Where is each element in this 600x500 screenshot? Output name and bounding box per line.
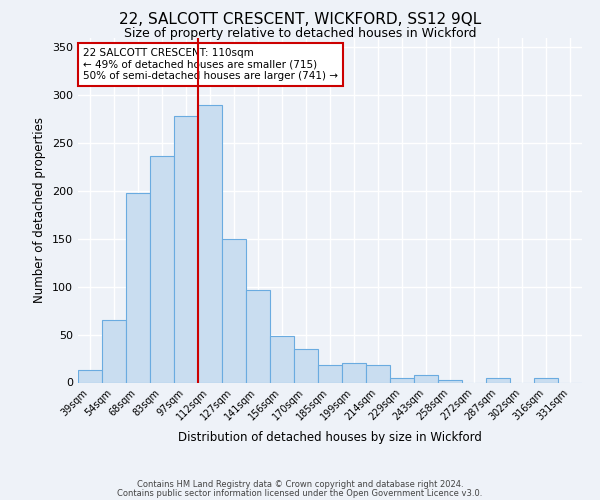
Bar <box>294 349 318 382</box>
Y-axis label: Number of detached properties: Number of detached properties <box>34 117 46 303</box>
Bar <box>270 336 294 382</box>
Text: 22, SALCOTT CRESCENT, WICKFORD, SS12 9QL: 22, SALCOTT CRESCENT, WICKFORD, SS12 9QL <box>119 12 481 28</box>
Bar <box>78 370 102 382</box>
Text: Contains public sector information licensed under the Open Government Licence v3: Contains public sector information licen… <box>118 488 482 498</box>
Bar <box>198 104 222 382</box>
Bar <box>414 375 438 382</box>
Bar <box>438 380 462 382</box>
Bar <box>126 192 150 382</box>
Bar <box>366 365 390 382</box>
X-axis label: Distribution of detached houses by size in Wickford: Distribution of detached houses by size … <box>178 430 482 444</box>
Text: Contains HM Land Registry data © Crown copyright and database right 2024.: Contains HM Land Registry data © Crown c… <box>137 480 463 489</box>
Bar <box>534 378 558 382</box>
Bar <box>390 378 414 382</box>
Bar <box>246 290 270 382</box>
Bar <box>342 364 366 382</box>
Bar <box>486 378 510 382</box>
Text: Size of property relative to detached houses in Wickford: Size of property relative to detached ho… <box>124 28 476 40</box>
Bar <box>318 365 342 382</box>
Bar <box>102 320 126 382</box>
Bar <box>150 156 174 382</box>
Text: 22 SALCOTT CRESCENT: 110sqm
← 49% of detached houses are smaller (715)
50% of se: 22 SALCOTT CRESCENT: 110sqm ← 49% of det… <box>83 48 338 81</box>
Bar <box>222 239 246 382</box>
Bar <box>174 116 198 382</box>
